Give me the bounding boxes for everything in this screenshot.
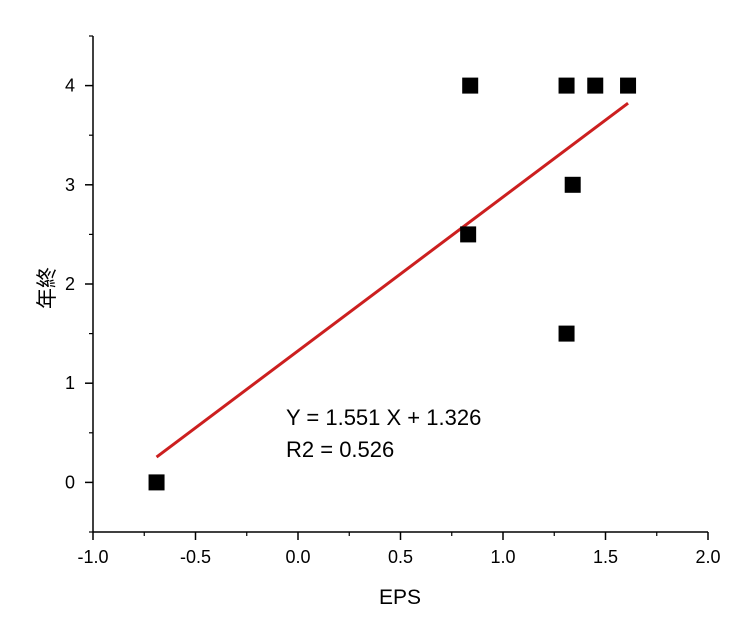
y-tick-label: 1 bbox=[65, 373, 75, 393]
data-point bbox=[462, 77, 479, 94]
data-point bbox=[558, 77, 575, 94]
data-point bbox=[460, 226, 477, 243]
data-point bbox=[587, 77, 604, 94]
data-point bbox=[620, 77, 637, 94]
y-axis-label: 年終 bbox=[36, 267, 59, 309]
annotation-equation: Y = 1.551 X + 1.326 bbox=[286, 405, 481, 430]
y-tick-label: 2 bbox=[65, 274, 75, 294]
y-tick-label: 3 bbox=[65, 175, 75, 195]
x-tick-label: 0.5 bbox=[388, 547, 413, 567]
x-tick-label: 1.5 bbox=[593, 547, 618, 567]
x-axis-ticks: -1.0 -0.5 0.0 0.5 1.0 1.5 2.0 bbox=[77, 532, 721, 567]
data-point bbox=[564, 176, 581, 193]
data-point bbox=[148, 474, 165, 491]
y-tick-label: 0 bbox=[65, 472, 75, 492]
x-tick-label: 0.0 bbox=[285, 547, 310, 567]
annotation-r2: R2 = 0.526 bbox=[286, 437, 394, 462]
plot-frame bbox=[92, 36, 708, 533]
x-tick-label: -1.0 bbox=[77, 547, 108, 567]
y-tick-label: 4 bbox=[65, 76, 75, 96]
x-tick-label: 1.0 bbox=[490, 547, 515, 567]
y-axis-ticks: 0 1 2 3 4 bbox=[65, 35, 93, 533]
data-point bbox=[558, 325, 575, 342]
x-tick-label: 2.0 bbox=[695, 547, 720, 567]
regression-line-group bbox=[155, 101, 629, 459]
regression-line bbox=[155, 101, 629, 459]
x-axis-label: EPS bbox=[379, 586, 421, 609]
x-tick-label: -0.5 bbox=[180, 547, 211, 567]
scatter-points bbox=[148, 77, 637, 491]
